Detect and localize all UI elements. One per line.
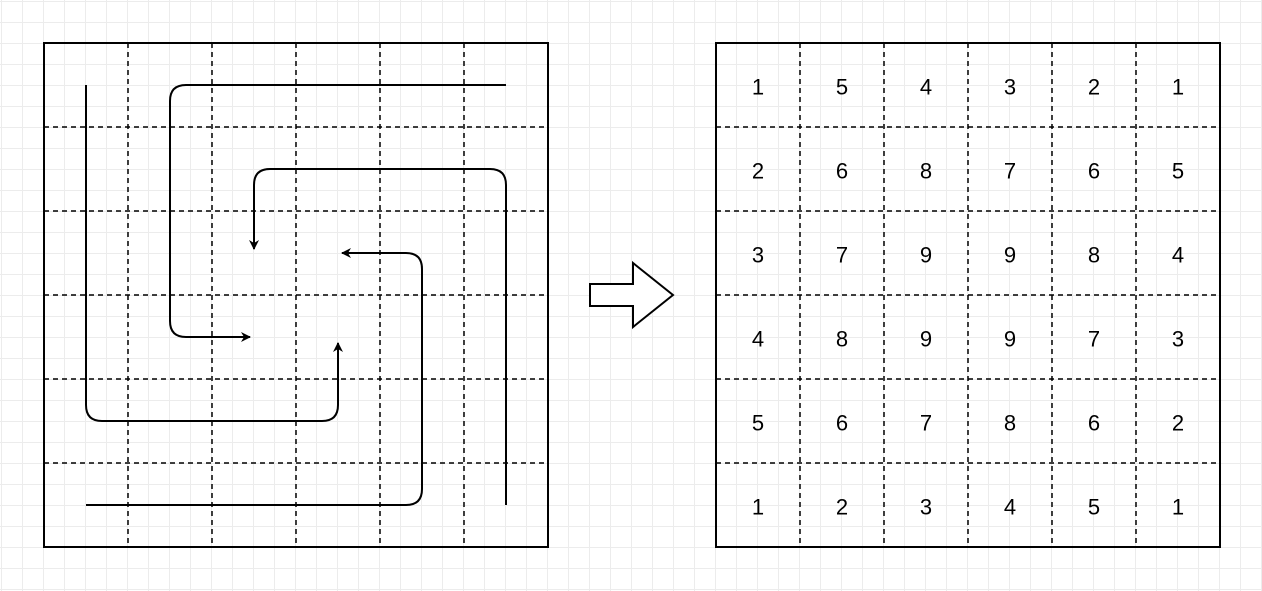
cell-r3-c4: 7 [1088, 327, 1100, 352]
cell-r3-c1: 8 [836, 327, 848, 352]
cell-r4-c0: 5 [752, 411, 764, 436]
cell-r3-c3: 9 [1004, 327, 1016, 352]
cell-r1-c3: 7 [1004, 159, 1016, 184]
cell-r3-c2: 9 [920, 327, 932, 352]
spiral-path-bottom-right [86, 248, 423, 506]
cell-r1-c2: 8 [920, 159, 932, 184]
cell-r0-c5: 1 [1172, 75, 1184, 100]
right-number-grid: 1 5 4 3 2 1 2 6 8 7 6 5 3 7 9 9 8 4 4 8 … [715, 42, 1221, 548]
cell-r4-c4: 6 [1088, 411, 1100, 436]
left-spiral-grid [43, 42, 549, 548]
cell-r2-c4: 8 [1088, 243, 1100, 268]
cell-r0-c4: 2 [1088, 75, 1100, 100]
cell-r5-c1: 2 [836, 495, 848, 520]
cell-r5-c2: 3 [920, 495, 932, 520]
cell-r1-c0: 2 [752, 159, 764, 184]
cell-r1-c1: 6 [836, 159, 848, 184]
cell-r4-c1: 6 [836, 411, 848, 436]
cell-r0-c0: 1 [752, 75, 764, 100]
right-grid-dashed-lines [716, 43, 1220, 547]
cell-r3-c0: 4 [752, 327, 764, 352]
cell-r2-c2: 9 [920, 243, 932, 268]
cell-r5-c0: 1 [752, 495, 764, 520]
left-grid-dashed-lines [44, 43, 548, 547]
spiral-paths [85, 84, 507, 506]
cell-r0-c3: 3 [1004, 75, 1016, 100]
cell-r4-c5: 2 [1172, 411, 1184, 436]
spiral-path-left-bottom [85, 85, 343, 422]
right-arrow-icon [589, 260, 675, 330]
cell-r4-c2: 7 [920, 411, 932, 436]
spiral-path-right-top [249, 168, 507, 505]
cell-r1-c5: 5 [1172, 159, 1184, 184]
cell-r5-c5: 1 [1172, 495, 1184, 520]
cell-r0-c1: 5 [836, 75, 848, 100]
cell-r2-c5: 4 [1172, 243, 1184, 268]
spiral-path-top-left [169, 84, 506, 342]
cell-r2-c1: 7 [836, 243, 848, 268]
cell-r3-c5: 3 [1172, 327, 1184, 352]
cell-r4-c3: 8 [1004, 411, 1016, 436]
cell-r1-c4: 6 [1088, 159, 1100, 184]
cell-r0-c2: 4 [920, 75, 932, 100]
cell-r2-c3: 9 [1004, 243, 1016, 268]
cell-r5-c3: 4 [1004, 495, 1016, 520]
cell-r5-c4: 5 [1088, 495, 1100, 520]
cell-r2-c0: 3 [752, 243, 764, 268]
